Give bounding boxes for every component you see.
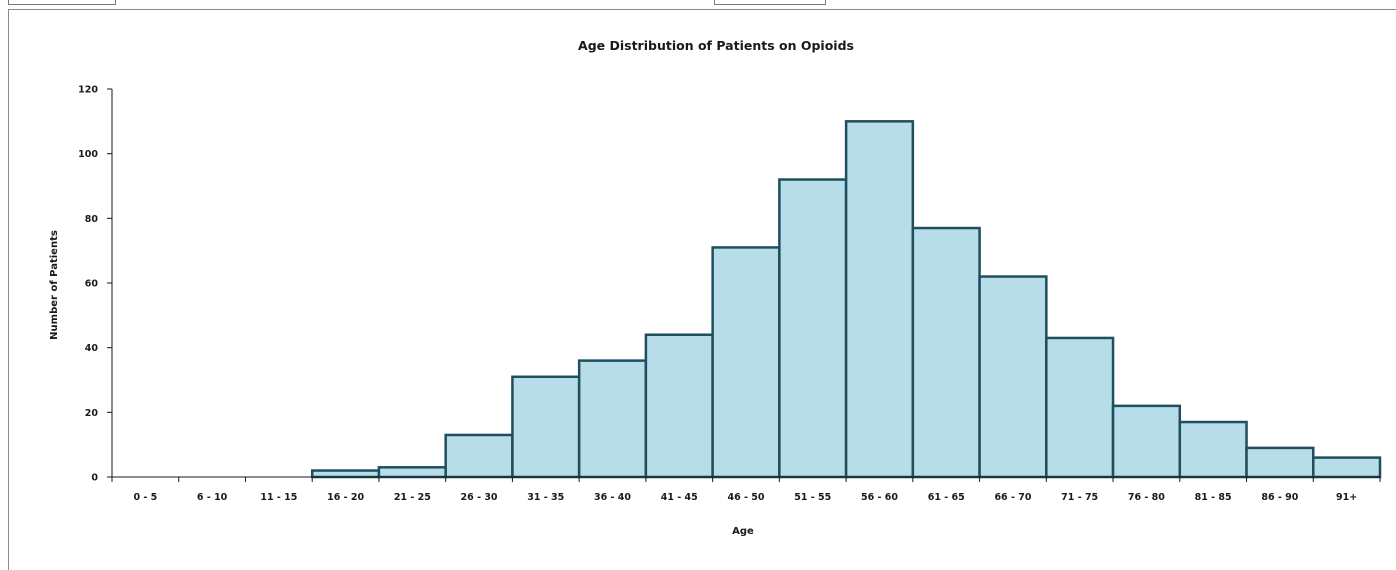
top-strip bbox=[0, 0, 1396, 7]
x-tick-label: 16 - 20 bbox=[327, 492, 364, 503]
histogram-bar bbox=[1312, 456, 1382, 479]
x-tick-label: 41 - 45 bbox=[661, 492, 698, 503]
x-tick-label: 76 - 80 bbox=[1128, 492, 1165, 503]
histogram-bar bbox=[844, 120, 915, 479]
histogram-bar bbox=[978, 275, 1048, 479]
y-tick-label: 100 bbox=[78, 149, 98, 160]
x-tick-label: 91+ bbox=[1336, 492, 1357, 503]
y-tick-label: 60 bbox=[85, 279, 99, 290]
x-tick-label: 71 - 75 bbox=[1061, 492, 1098, 503]
x-tick-label: 56 - 60 bbox=[861, 492, 898, 503]
histogram-bar bbox=[1111, 404, 1182, 479]
histogram-bar bbox=[377, 466, 447, 479]
x-tick-label: 21 - 25 bbox=[394, 492, 431, 503]
x-tick-label: 0 - 5 bbox=[133, 492, 157, 503]
y-tick-label: 0 bbox=[91, 473, 98, 484]
bars-layer bbox=[310, 120, 1382, 479]
x-tick-label: 46 - 50 bbox=[728, 492, 765, 503]
y-tick-label: 120 bbox=[78, 85, 98, 96]
histogram-bar bbox=[911, 226, 981, 479]
x-tick-label: 51 - 55 bbox=[794, 492, 831, 503]
x-tick-label: 66 - 70 bbox=[994, 492, 1031, 503]
histogram-bar bbox=[1045, 336, 1115, 479]
histogram-bar bbox=[577, 359, 648, 479]
chart-title: Age Distribution of Patients on Opioids bbox=[578, 38, 854, 53]
x-tick-label: 81 - 85 bbox=[1195, 492, 1232, 503]
x-tick-label: 86 - 90 bbox=[1261, 492, 1298, 503]
x-axis-label: Age bbox=[732, 526, 754, 537]
histogram-bar bbox=[1245, 446, 1315, 479]
histogram-bar bbox=[511, 375, 581, 479]
y-axis-label: Number of Patients bbox=[49, 230, 60, 340]
x-tick-label: 36 - 40 bbox=[594, 492, 631, 503]
x-tick-label: 61 - 65 bbox=[928, 492, 965, 503]
histogram-bar bbox=[778, 178, 848, 479]
x-tick-label: 31 - 35 bbox=[527, 492, 564, 503]
histogram-bar bbox=[310, 469, 381, 479]
histogram-bar bbox=[444, 433, 514, 479]
ticks-layer: 0 20 40 60 80 100 120 0 - 5 6 - 10 11 - 15 16 - 20… bbox=[78, 85, 1381, 503]
x-tick-label: 26 - 30 bbox=[461, 492, 498, 503]
y-tick-label: 40 bbox=[85, 343, 99, 354]
histogram-bar bbox=[711, 246, 781, 479]
histogram-bar bbox=[644, 333, 714, 479]
left-tab-mark bbox=[8, 0, 116, 5]
y-tick-label: 20 bbox=[85, 408, 99, 419]
y-tick-label: 80 bbox=[85, 214, 99, 225]
histogram-bar bbox=[1178, 420, 1248, 479]
x-tick-label: 11 - 15 bbox=[260, 492, 297, 503]
right-tab-mark bbox=[714, 0, 826, 5]
x-tick-label: 6 - 10 bbox=[197, 492, 228, 503]
